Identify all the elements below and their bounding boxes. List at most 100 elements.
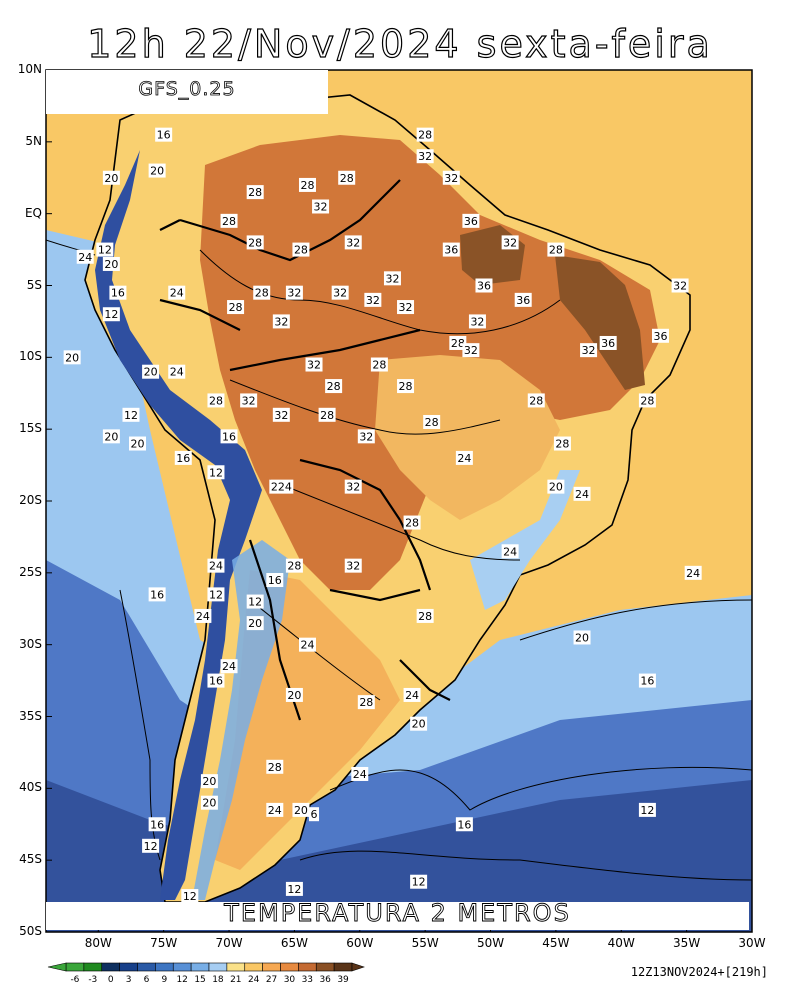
lat-tick-label: 50S <box>19 924 42 938</box>
svg-text:12: 12 <box>640 804 654 817</box>
svg-text:24: 24 <box>170 366 184 379</box>
contour-label: 28 <box>325 379 343 394</box>
contour-label: 36 <box>514 292 532 307</box>
contour-label: 12 <box>207 587 225 602</box>
svg-text:16: 16 <box>640 675 654 688</box>
svg-text:36: 36 <box>516 294 530 307</box>
contour-label: 32 <box>272 314 290 329</box>
svg-text:32: 32 <box>242 394 256 407</box>
svg-text:24: 24 <box>222 660 236 673</box>
svg-text:32: 32 <box>346 481 360 494</box>
contour-label: 32 <box>416 149 434 164</box>
contour-label: 28 <box>403 515 421 530</box>
svg-text:12: 12 <box>98 244 112 257</box>
contour-label: 16 <box>155 127 173 142</box>
legend-swatch <box>226 962 246 972</box>
andes-cold <box>95 150 262 900</box>
svg-text:24: 24 <box>686 567 700 580</box>
contour-label: 20 <box>148 163 166 178</box>
svg-text:28: 28 <box>209 394 223 407</box>
svg-text:20: 20 <box>549 481 563 494</box>
contour-label: 12 <box>142 838 160 853</box>
contour-label: 32 <box>580 343 598 358</box>
legend-arrow-right <box>351 962 365 972</box>
legend-tick-label: 9 <box>161 975 167 985</box>
svg-text:32: 32 <box>346 236 360 249</box>
contour-label: 32 <box>331 285 349 300</box>
contour-label: 16 <box>148 587 166 602</box>
lon-tick-label: 30W <box>738 936 766 950</box>
svg-text:24: 24 <box>353 768 367 781</box>
contour-label: 24 <box>168 285 186 300</box>
contour-label: 28 <box>423 414 441 429</box>
contour-label: 28 <box>246 185 264 200</box>
svg-text:12: 12 <box>104 308 118 321</box>
svg-text:28: 28 <box>229 301 243 314</box>
contour-label: 24 <box>684 565 702 580</box>
legend-tick-label: 0 <box>108 975 114 985</box>
contour-label: 28 <box>207 393 225 408</box>
svg-text:36: 36 <box>444 244 458 257</box>
svg-text:32: 32 <box>359 430 373 443</box>
legend-swatch <box>65 962 85 972</box>
svg-text:28: 28 <box>268 761 282 774</box>
svg-text:16: 16 <box>457 818 471 831</box>
svg-text:20: 20 <box>104 258 118 271</box>
svg-text:28: 28 <box>300 179 314 192</box>
contour-label: 24 <box>351 766 369 781</box>
svg-text:20: 20 <box>150 165 164 178</box>
svg-text:32: 32 <box>582 344 596 357</box>
contour-label: 32 <box>397 300 415 315</box>
legend-swatch <box>137 962 156 972</box>
lon-tick-label: 60W <box>346 936 374 950</box>
contour-label: 32 <box>383 271 401 286</box>
lon-tick-label: 70W <box>215 936 243 950</box>
model-box <box>46 70 328 114</box>
contour-label: 20 <box>102 256 120 271</box>
lon-tick-label: 55W <box>411 936 439 950</box>
svg-text:24: 24 <box>575 488 589 501</box>
contour-label: 28 <box>227 300 245 315</box>
svg-text:28: 28 <box>372 359 386 372</box>
legend-swatch <box>244 962 263 972</box>
legend-swatch <box>83 962 103 972</box>
contour-label: 20 <box>410 716 428 731</box>
contour-label: 36 <box>442 242 460 257</box>
svg-text:32: 32 <box>444 172 458 185</box>
legend-tick-label: 21 <box>230 975 241 985</box>
contour-label: 32 <box>240 393 258 408</box>
map-field <box>46 70 752 932</box>
svg-text:20: 20 <box>202 775 216 788</box>
legend-tick-label: 33 <box>302 975 313 985</box>
svg-text:12: 12 <box>209 466 223 479</box>
lon-tick-label: 75W <box>150 936 178 950</box>
svg-text:32: 32 <box>287 287 301 300</box>
lat-tick-label: 15S <box>19 421 42 436</box>
contour-label: 20 <box>292 802 310 817</box>
legend-tick-label: 39 <box>337 975 349 985</box>
svg-text:12: 12 <box>248 596 262 609</box>
contour-label: 28 <box>547 242 565 257</box>
svg-text:28: 28 <box>640 394 654 407</box>
contour-label: 28 <box>370 357 388 372</box>
svg-text:20: 20 <box>575 631 589 644</box>
contour-label: 28 <box>253 285 271 300</box>
contour-label: 32 <box>357 429 375 444</box>
svg-text:28: 28 <box>294 244 308 257</box>
contour-label: 28 <box>246 235 264 250</box>
svg-text:20: 20 <box>294 804 308 817</box>
svg-text:28: 28 <box>320 409 334 422</box>
contour-label: 12 <box>96 242 114 257</box>
lat-tick-label: EQ <box>24 205 42 220</box>
contour-label: 20 <box>547 479 565 494</box>
lat-tick-label: 45S <box>19 852 42 867</box>
contour-label: 16 <box>220 429 238 444</box>
contour-label: 28 <box>220 213 238 228</box>
contour-label: 24 <box>207 558 225 573</box>
contour-label: 24 <box>194 608 212 623</box>
svg-text:24: 24 <box>457 452 471 465</box>
svg-text:28: 28 <box>255 287 269 300</box>
contour-label: 20 <box>285 687 303 702</box>
svg-text:20: 20 <box>202 797 216 810</box>
contour-label: 28 <box>318 407 336 422</box>
